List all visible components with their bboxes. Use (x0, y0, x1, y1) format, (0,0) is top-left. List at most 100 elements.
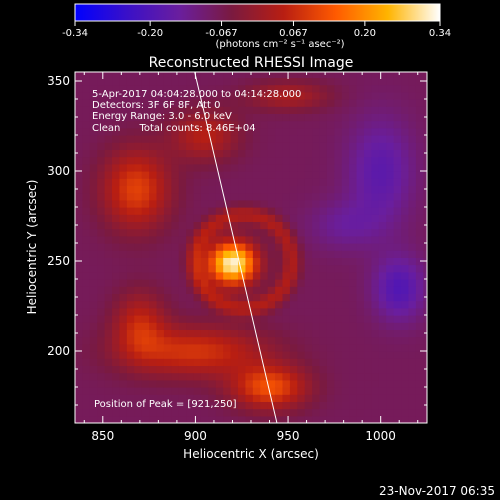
heatmap-cell (282, 243, 291, 251)
heatmap-cell (75, 351, 84, 359)
heatmap-cell (289, 322, 298, 330)
heatmap-cell (304, 343, 313, 352)
heatmap-cell (178, 72, 187, 78)
heatmap-cell (349, 293, 358, 302)
heatmap-cell (215, 343, 224, 352)
heatmap-cell (312, 257, 321, 266)
heatmap-cell (245, 142, 254, 150)
heatmap-cell (178, 351, 187, 359)
heatmap-cell (134, 329, 143, 338)
heatmap-cell (112, 415, 121, 423)
heatmap-cell (371, 415, 380, 423)
heatmap-cell (134, 286, 143, 294)
heatmap-cell (156, 113, 165, 122)
heatmap-cell (312, 300, 321, 309)
heatmap-cell (149, 228, 158, 237)
heatmap-cell (163, 142, 172, 150)
heatmap-cell (275, 415, 284, 423)
heatmap-cell (319, 415, 328, 423)
heatmap-cell (89, 113, 98, 122)
heatmap-cell (371, 163, 380, 172)
heatmap-cell (112, 142, 121, 150)
heatmap-cell (349, 228, 358, 237)
heatmap-cell (252, 243, 261, 251)
heatmap-cell (415, 192, 424, 201)
heatmap-cell (156, 315, 165, 323)
heatmap-cell (156, 156, 165, 165)
heatmap-cell (126, 120, 135, 129)
heatmap-cell (200, 401, 209, 410)
heatmap-cell (141, 343, 150, 352)
heatmap-cell (193, 178, 202, 186)
heatmap-cell (163, 293, 172, 302)
heatmap-cell (215, 221, 224, 230)
heatmap-cell (178, 214, 187, 222)
heatmap-cell (275, 336, 284, 345)
heatmap-cell (163, 77, 172, 86)
heatmap-cell (238, 207, 247, 215)
heatmap-cell (304, 120, 313, 129)
heatmap-cell (82, 379, 91, 388)
heatmap-cell (289, 358, 298, 366)
heatmap-cell (401, 307, 410, 316)
heatmap-cell (104, 329, 113, 338)
heatmap-cell (208, 415, 217, 423)
heatmap-cell (89, 135, 98, 143)
heatmap-cell (423, 286, 427, 294)
heatmap-cell (252, 192, 261, 201)
heatmap-cell (378, 408, 387, 417)
heatmap-cell (126, 127, 135, 136)
heatmap-cell (312, 149, 321, 158)
heatmap-cell (386, 185, 395, 194)
heatmap-cell (267, 72, 276, 78)
heatmap-cell (334, 163, 343, 172)
heatmap-cell (223, 99, 232, 107)
heatmap-cell (75, 149, 84, 158)
heatmap-cell (230, 372, 239, 381)
heatmap-cell (393, 214, 402, 222)
heatmap-cell (200, 264, 209, 273)
heatmap-cell (319, 127, 328, 136)
heatmap-cell (208, 199, 217, 208)
heatmap-cell (289, 84, 298, 93)
heatmap-cell (312, 192, 321, 201)
heatmap-cell (97, 149, 106, 158)
heatmap-cell (193, 127, 202, 136)
heatmap-cell (193, 192, 202, 201)
heatmap-cell (260, 77, 269, 86)
heatmap-cell (297, 257, 306, 266)
heatmap-cell (82, 156, 91, 165)
heatmap-cell (245, 343, 254, 352)
heatmap-cell (378, 221, 387, 230)
heatmap-cell (371, 77, 380, 86)
heatmap-cell (112, 401, 121, 410)
heatmap-cell (223, 408, 232, 417)
heatmap-cell (319, 336, 328, 345)
heatmap-cell (356, 300, 365, 309)
heatmap-cell (349, 372, 358, 381)
heatmap-cell (178, 135, 187, 143)
heatmap-cell (119, 358, 128, 366)
heatmap-cell (304, 300, 313, 309)
heatmap-cell (141, 250, 150, 258)
heatmap-cell (349, 394, 358, 402)
heatmap-cell (282, 221, 291, 230)
heatmap-cell (349, 214, 358, 222)
heatmap-cell (238, 387, 247, 395)
heatmap-cell (75, 271, 84, 280)
heatmap-cell (364, 199, 373, 208)
heatmap-cell (304, 84, 313, 93)
heatmap-cell (112, 279, 121, 287)
heatmap-cell (275, 387, 284, 395)
heatmap-cell (75, 250, 84, 258)
heatmap-cell (356, 315, 365, 323)
heatmap-cell (89, 99, 98, 107)
heatmap-cell (378, 401, 387, 410)
heatmap-cell (238, 156, 247, 165)
heatmap-cell (319, 322, 328, 330)
heatmap-cell (319, 84, 328, 93)
heatmap-cell (186, 264, 195, 273)
heatmap-cell (356, 156, 365, 165)
heatmap-cell (156, 408, 165, 417)
heatmap-cell (297, 379, 306, 388)
